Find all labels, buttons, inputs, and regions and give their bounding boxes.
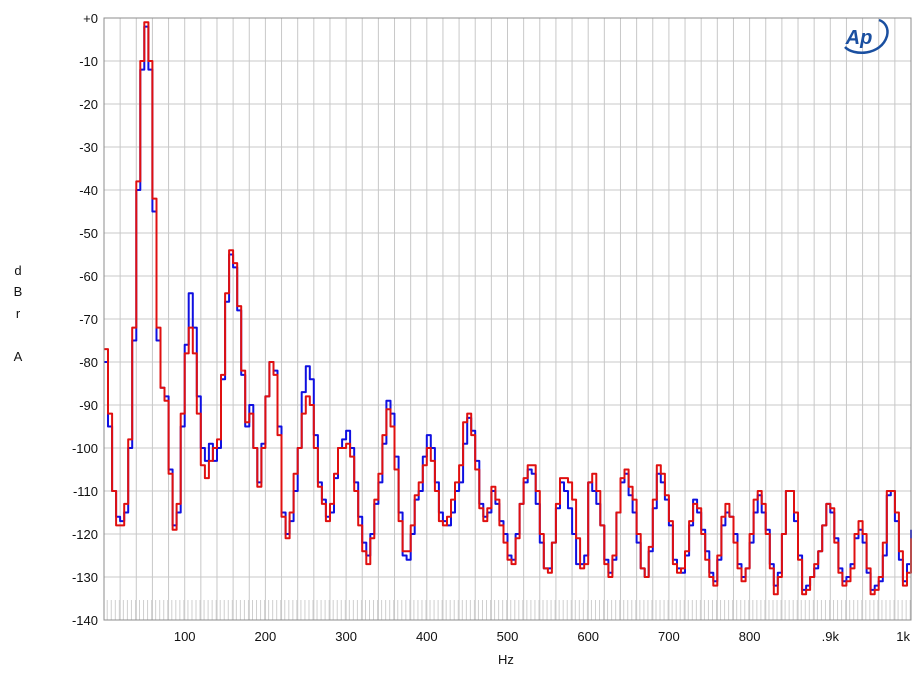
x-tick-label: 100 (174, 629, 196, 644)
x-tick-label: 1k (896, 629, 910, 644)
y-axis-label: dBr A (14, 263, 23, 364)
ap-logo: Ap (844, 18, 889, 54)
x-tick-labels: 100 200 300 400 500 600 700 800 .9k 1k (174, 629, 911, 644)
x-tick-label: 500 (497, 629, 519, 644)
y-tick-label: -20 (79, 97, 98, 112)
y-tick-label: -60 (79, 269, 98, 284)
y-tick-label: -130 (72, 570, 98, 585)
y-tick-label: -100 (72, 441, 98, 456)
ap-logo-text: Ap (845, 27, 873, 49)
y-tick-label: -50 (79, 226, 98, 241)
x-tick-label: .9k (822, 629, 840, 644)
x-axis-label: Hz (498, 652, 514, 667)
series-group (104, 21, 912, 596)
x-tick-label: 400 (416, 629, 438, 644)
y-tick-labels: +0 -10 -20 -30 -40 -50 -60 -70 -80 -90 -100 -110 -12… (72, 11, 98, 628)
y-axis-label-char: B (14, 284, 23, 299)
x-tick-label: 700 (658, 629, 680, 644)
y-tick-label: -10 (79, 54, 98, 69)
y-axis-label-char: r (16, 306, 21, 321)
x-tick-label: 600 (577, 629, 599, 644)
y-tick-label: -30 (79, 140, 98, 155)
y-tick-label: -70 (79, 312, 98, 327)
series-line-2 (104, 21, 912, 596)
noise-floor-ticks (106, 600, 911, 620)
plot-frame (103, 17, 912, 621)
y-tick-label: -90 (79, 398, 98, 413)
y-tick-label: -80 (79, 355, 98, 370)
y-tick-label: -110 (73, 484, 98, 499)
x-tick-label: 200 (255, 629, 277, 644)
y-axis-label-char: A (14, 349, 23, 364)
y-tick-label: -40 (79, 183, 98, 198)
y-axis-label-char: d (14, 263, 21, 278)
y-tick-label: -140 (72, 613, 98, 628)
y-tick-label: -120 (72, 527, 98, 542)
x-tick-label: 800 (739, 629, 761, 644)
y-tick-label: +0 (83, 11, 98, 26)
ap-logo-swoosh (844, 18, 889, 54)
x-tick-label: 300 (335, 629, 357, 644)
